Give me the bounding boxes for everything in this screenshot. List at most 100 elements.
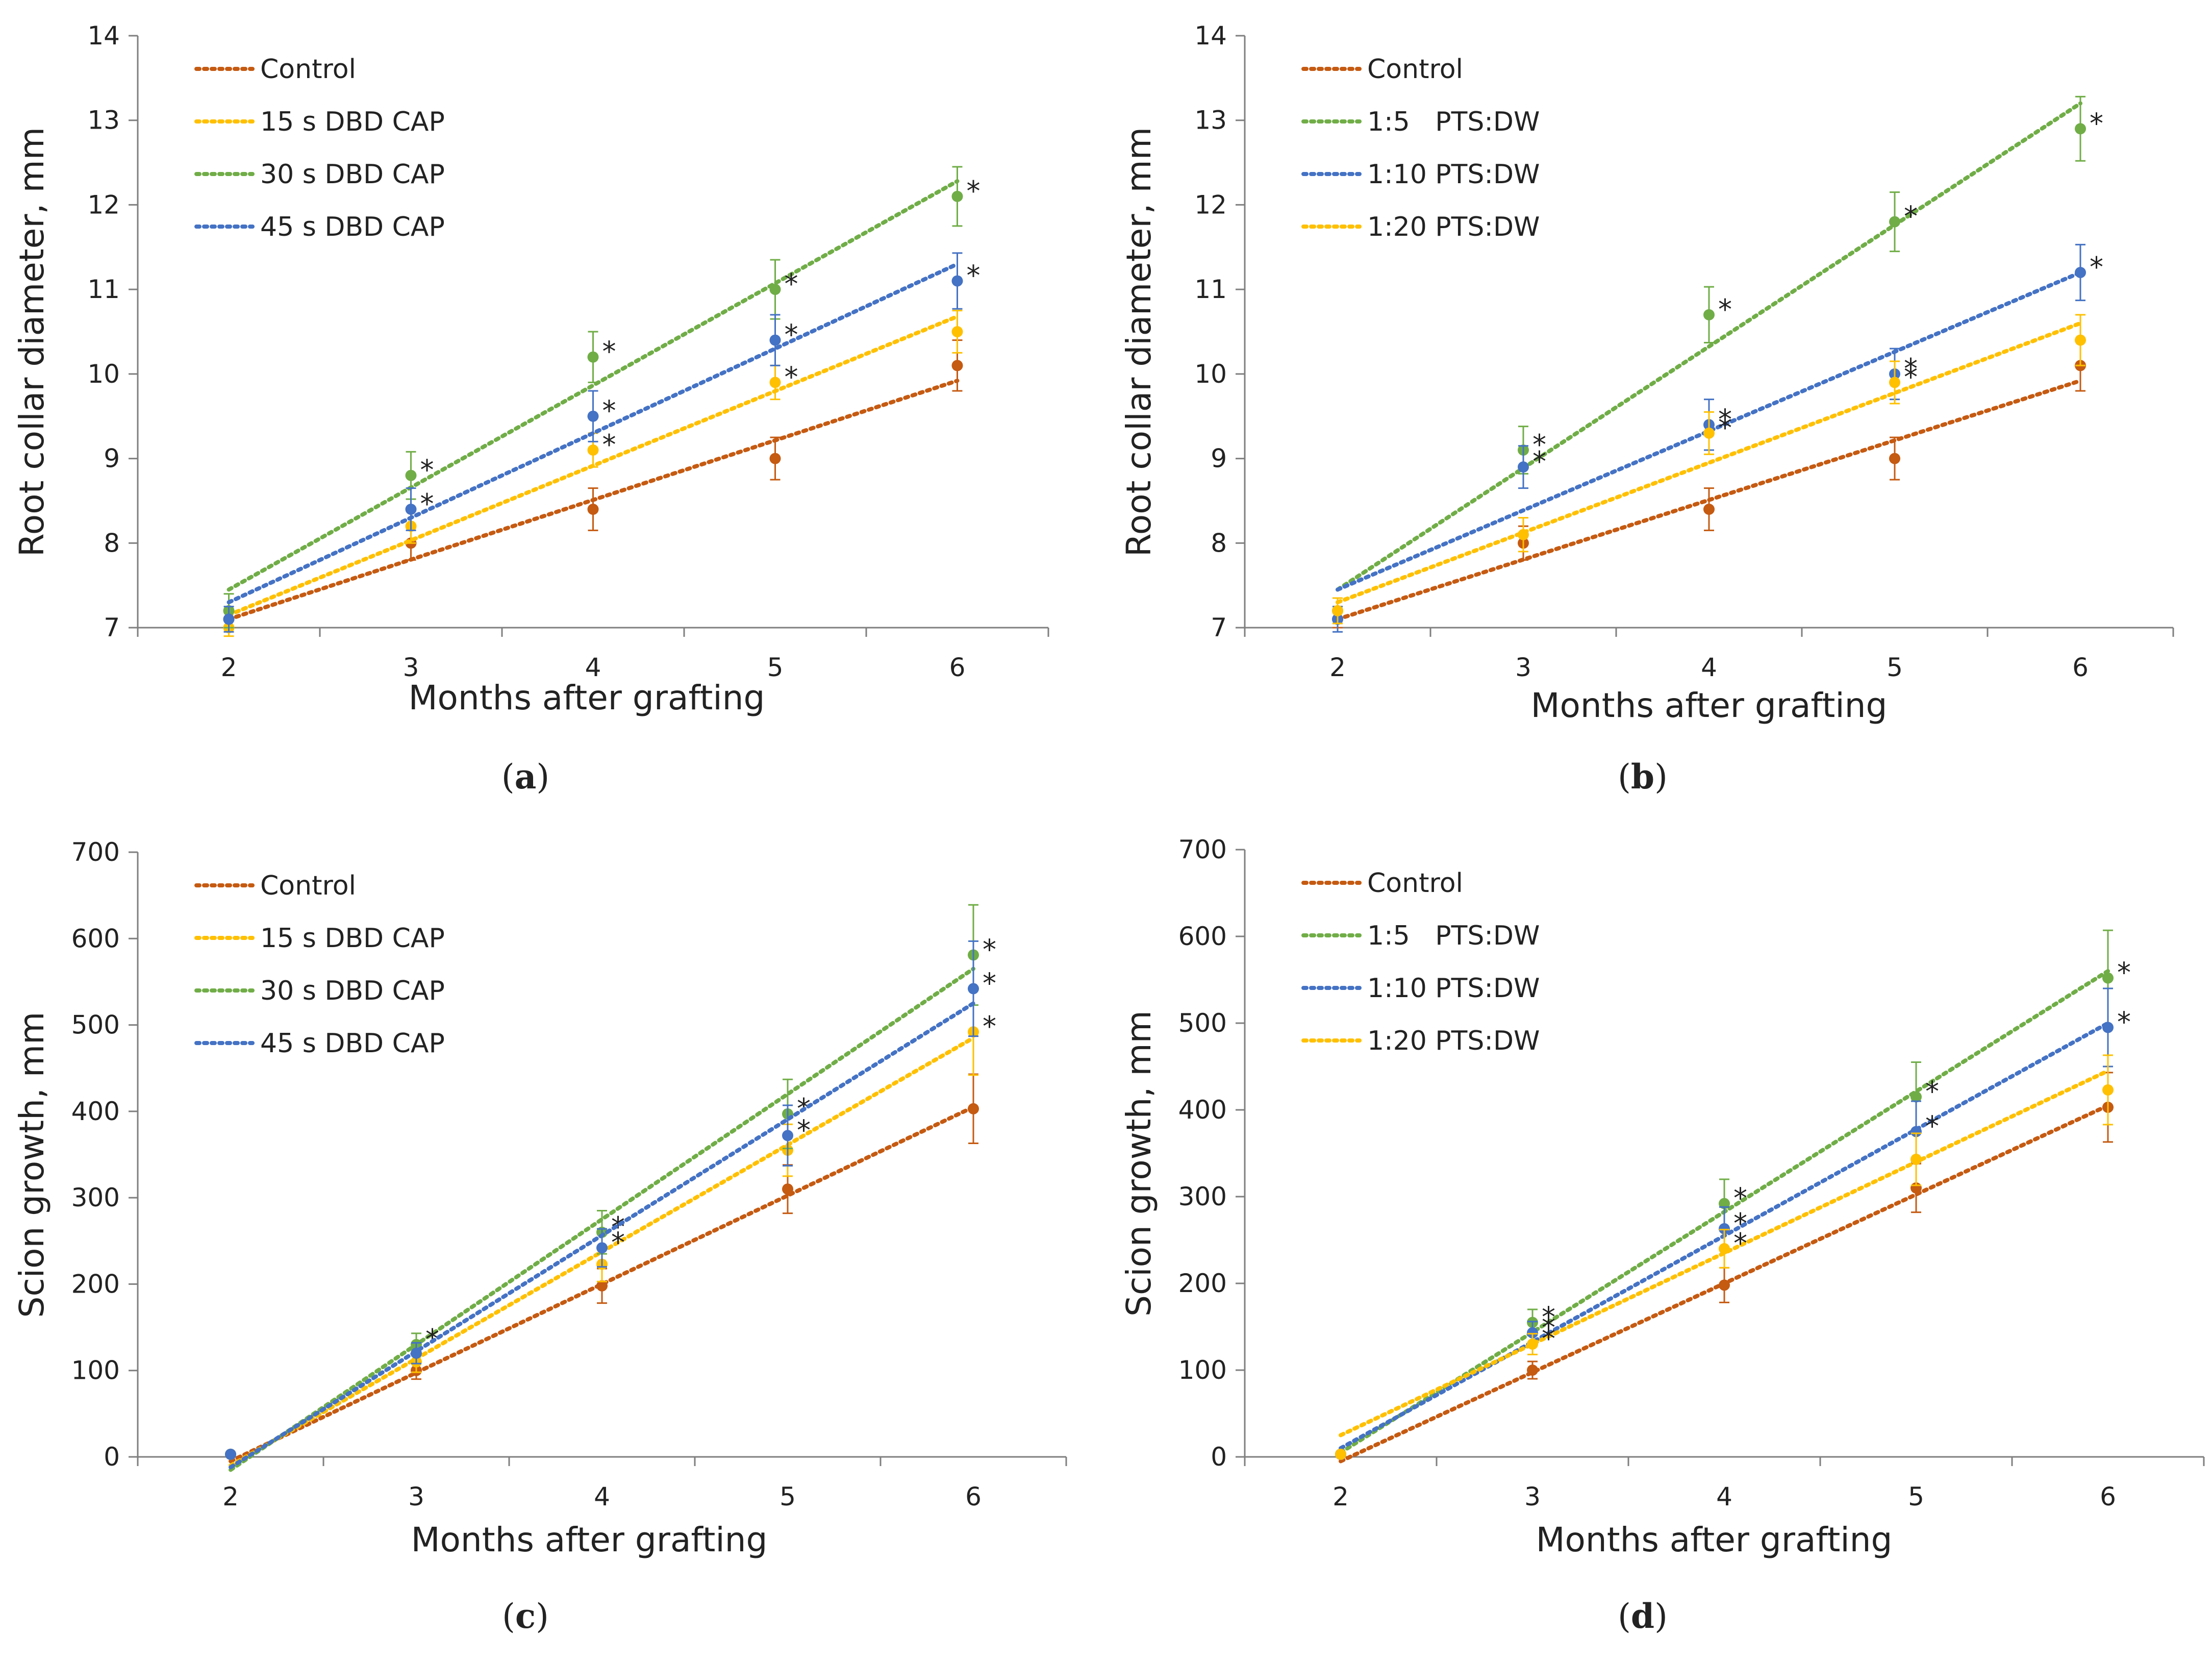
legend-label-dbd45: 45 s DBD CAP: [260, 212, 445, 242]
significance-marker: *: [2090, 251, 2103, 283]
y-tick-label: 0: [104, 1442, 120, 1472]
y-tick-label: 600: [1178, 922, 1227, 951]
significance-marker: *: [967, 175, 981, 207]
x-tick-label: 5: [780, 1482, 796, 1511]
x-tick-label: 6: [2100, 1482, 2116, 1511]
y-axis-title: Root collar diameter, mm: [1119, 127, 1159, 557]
data-point: [596, 1280, 608, 1292]
y-tick-label: 14: [1194, 21, 1227, 51]
x-tick-label: 2: [221, 653, 237, 682]
y-axis-title: Root collar diameter, mm: [12, 127, 52, 557]
data-point: [2102, 972, 2114, 984]
data-point: [1719, 1243, 1730, 1254]
x-axis-title: Months after grafting: [1536, 1520, 1893, 1559]
panel-label-open: (: [501, 757, 515, 797]
data-point: [968, 1103, 979, 1114]
panel-label-letter: c: [515, 1596, 536, 1636]
data-point: [223, 613, 235, 625]
data-point: [951, 190, 963, 202]
legend-label-dbd15: 15 s DBD CAP: [260, 923, 445, 954]
legend-label-pts10: 1:10 PTS:DW: [1367, 973, 1540, 1004]
series-dbd45: * * *: [225, 940, 996, 1470]
legend-label-dbd45: 45 s DBD CAP: [260, 1028, 445, 1059]
panel-label: (a): [501, 757, 549, 797]
y-tick-label: 13: [87, 106, 120, 135]
y-tick-label: 8: [104, 528, 120, 558]
data-point: [1332, 605, 1343, 616]
significance-marker: *: [2090, 107, 2103, 139]
legend: Control 1:5 PTS:DW 1:10 PTS:DW 1:20 PTS:DW: [1301, 54, 1540, 242]
y-tick-label: 400: [1178, 1095, 1227, 1125]
series-pts10: * * * *: [1332, 243, 2103, 633]
y-tick-label: 500: [71, 1010, 120, 1040]
data-point: [769, 377, 781, 388]
series-control: [1332, 339, 2086, 629]
data-point: [405, 504, 417, 515]
data-point: [1703, 504, 1715, 515]
legend-label-pts10: 1:10 PTS:DW: [1367, 159, 1540, 190]
significance-marker: *: [983, 1010, 996, 1043]
significance-marker: *: [983, 967, 996, 999]
data-point: [782, 1183, 793, 1195]
y-tick-label: 9: [1211, 444, 1227, 474]
data-point: [1527, 1327, 1538, 1338]
y-tick-label: 700: [71, 837, 120, 867]
data-point: [587, 444, 599, 456]
x-axis-title: Months after grafting: [411, 1520, 768, 1559]
significance-marker: *: [785, 268, 798, 300]
significance-marker: *: [1904, 353, 1918, 385]
x-tick-label: 4: [1716, 1482, 1732, 1511]
panel-label: (d): [1618, 1596, 1668, 1636]
data-point: [2102, 1084, 2114, 1096]
significance-marker: *: [1542, 1323, 1555, 1355]
x-tick-label: 2: [1333, 1482, 1349, 1511]
data-point: [1889, 453, 1900, 464]
data-point: [1703, 427, 1715, 439]
y-tick-label: 0: [1211, 1442, 1227, 1472]
y-tick-label: 100: [1178, 1355, 1227, 1385]
significance-marker: *: [1532, 445, 1546, 478]
y-axis-title: Scion growth, mm: [1119, 1010, 1159, 1317]
panel-label-open: (: [1618, 757, 1631, 797]
x-axis-title: Months after grafting: [409, 678, 765, 717]
legend-label-pts20: 1:20 PTS:DW: [1367, 1026, 1540, 1056]
data-point: [2102, 1022, 2114, 1033]
legend-label-dbd30: 30 s DBD CAP: [260, 159, 445, 190]
data-point: [968, 983, 979, 995]
series-control: [223, 339, 963, 629]
significance-marker: *: [420, 454, 434, 486]
y-tick-label: 300: [71, 1183, 120, 1212]
y-tick-label: 12: [1194, 190, 1227, 219]
data-point: [587, 351, 599, 363]
data-point: [1911, 1091, 1922, 1103]
y-tick-label: 7: [1211, 613, 1227, 642]
panel-label-close: ): [536, 1597, 549, 1636]
significance-marker: *: [1925, 1076, 1939, 1108]
data-point: [769, 453, 781, 464]
y-tick-label: 200: [71, 1269, 120, 1299]
x-tick-label: 6: [2072, 653, 2089, 682]
significance-marker: *: [2117, 957, 2131, 989]
x-tick-label: 6: [949, 653, 966, 682]
significance-marker: *: [797, 1114, 811, 1146]
significance-marker: *: [1904, 201, 1918, 233]
data-point: [1889, 216, 1900, 228]
y-tick-label: 700: [1178, 835, 1227, 864]
y-tick-label: 11: [87, 275, 120, 304]
data-point: [411, 1347, 422, 1359]
data-point: [225, 1448, 236, 1460]
chart-panel-a: 7 8 9 10 11 12 13 14 2 3 4 5 6 Months after grafting R…: [12, 21, 1049, 797]
x-axis-title: Months after grafting: [1531, 686, 1888, 725]
significance-marker: *: [1718, 403, 1732, 435]
legend: Control 1:5 PTS:DW 1:10 PTS:DW 1:20 PTS:DW: [1301, 868, 1540, 1056]
x-tick-label: 4: [594, 1482, 610, 1511]
x-tick-label: 3: [1515, 653, 1531, 682]
data-point: [2075, 267, 2086, 278]
significance-marker: *: [1542, 1301, 1555, 1333]
x-tick-label: 2: [1329, 653, 1346, 682]
panel-label-letter: b: [1631, 757, 1654, 797]
x-tick-label: 5: [1887, 653, 1903, 682]
y-tick-label: 7: [104, 613, 120, 642]
significance-marker: *: [785, 319, 798, 351]
significance-marker: *: [602, 395, 616, 427]
